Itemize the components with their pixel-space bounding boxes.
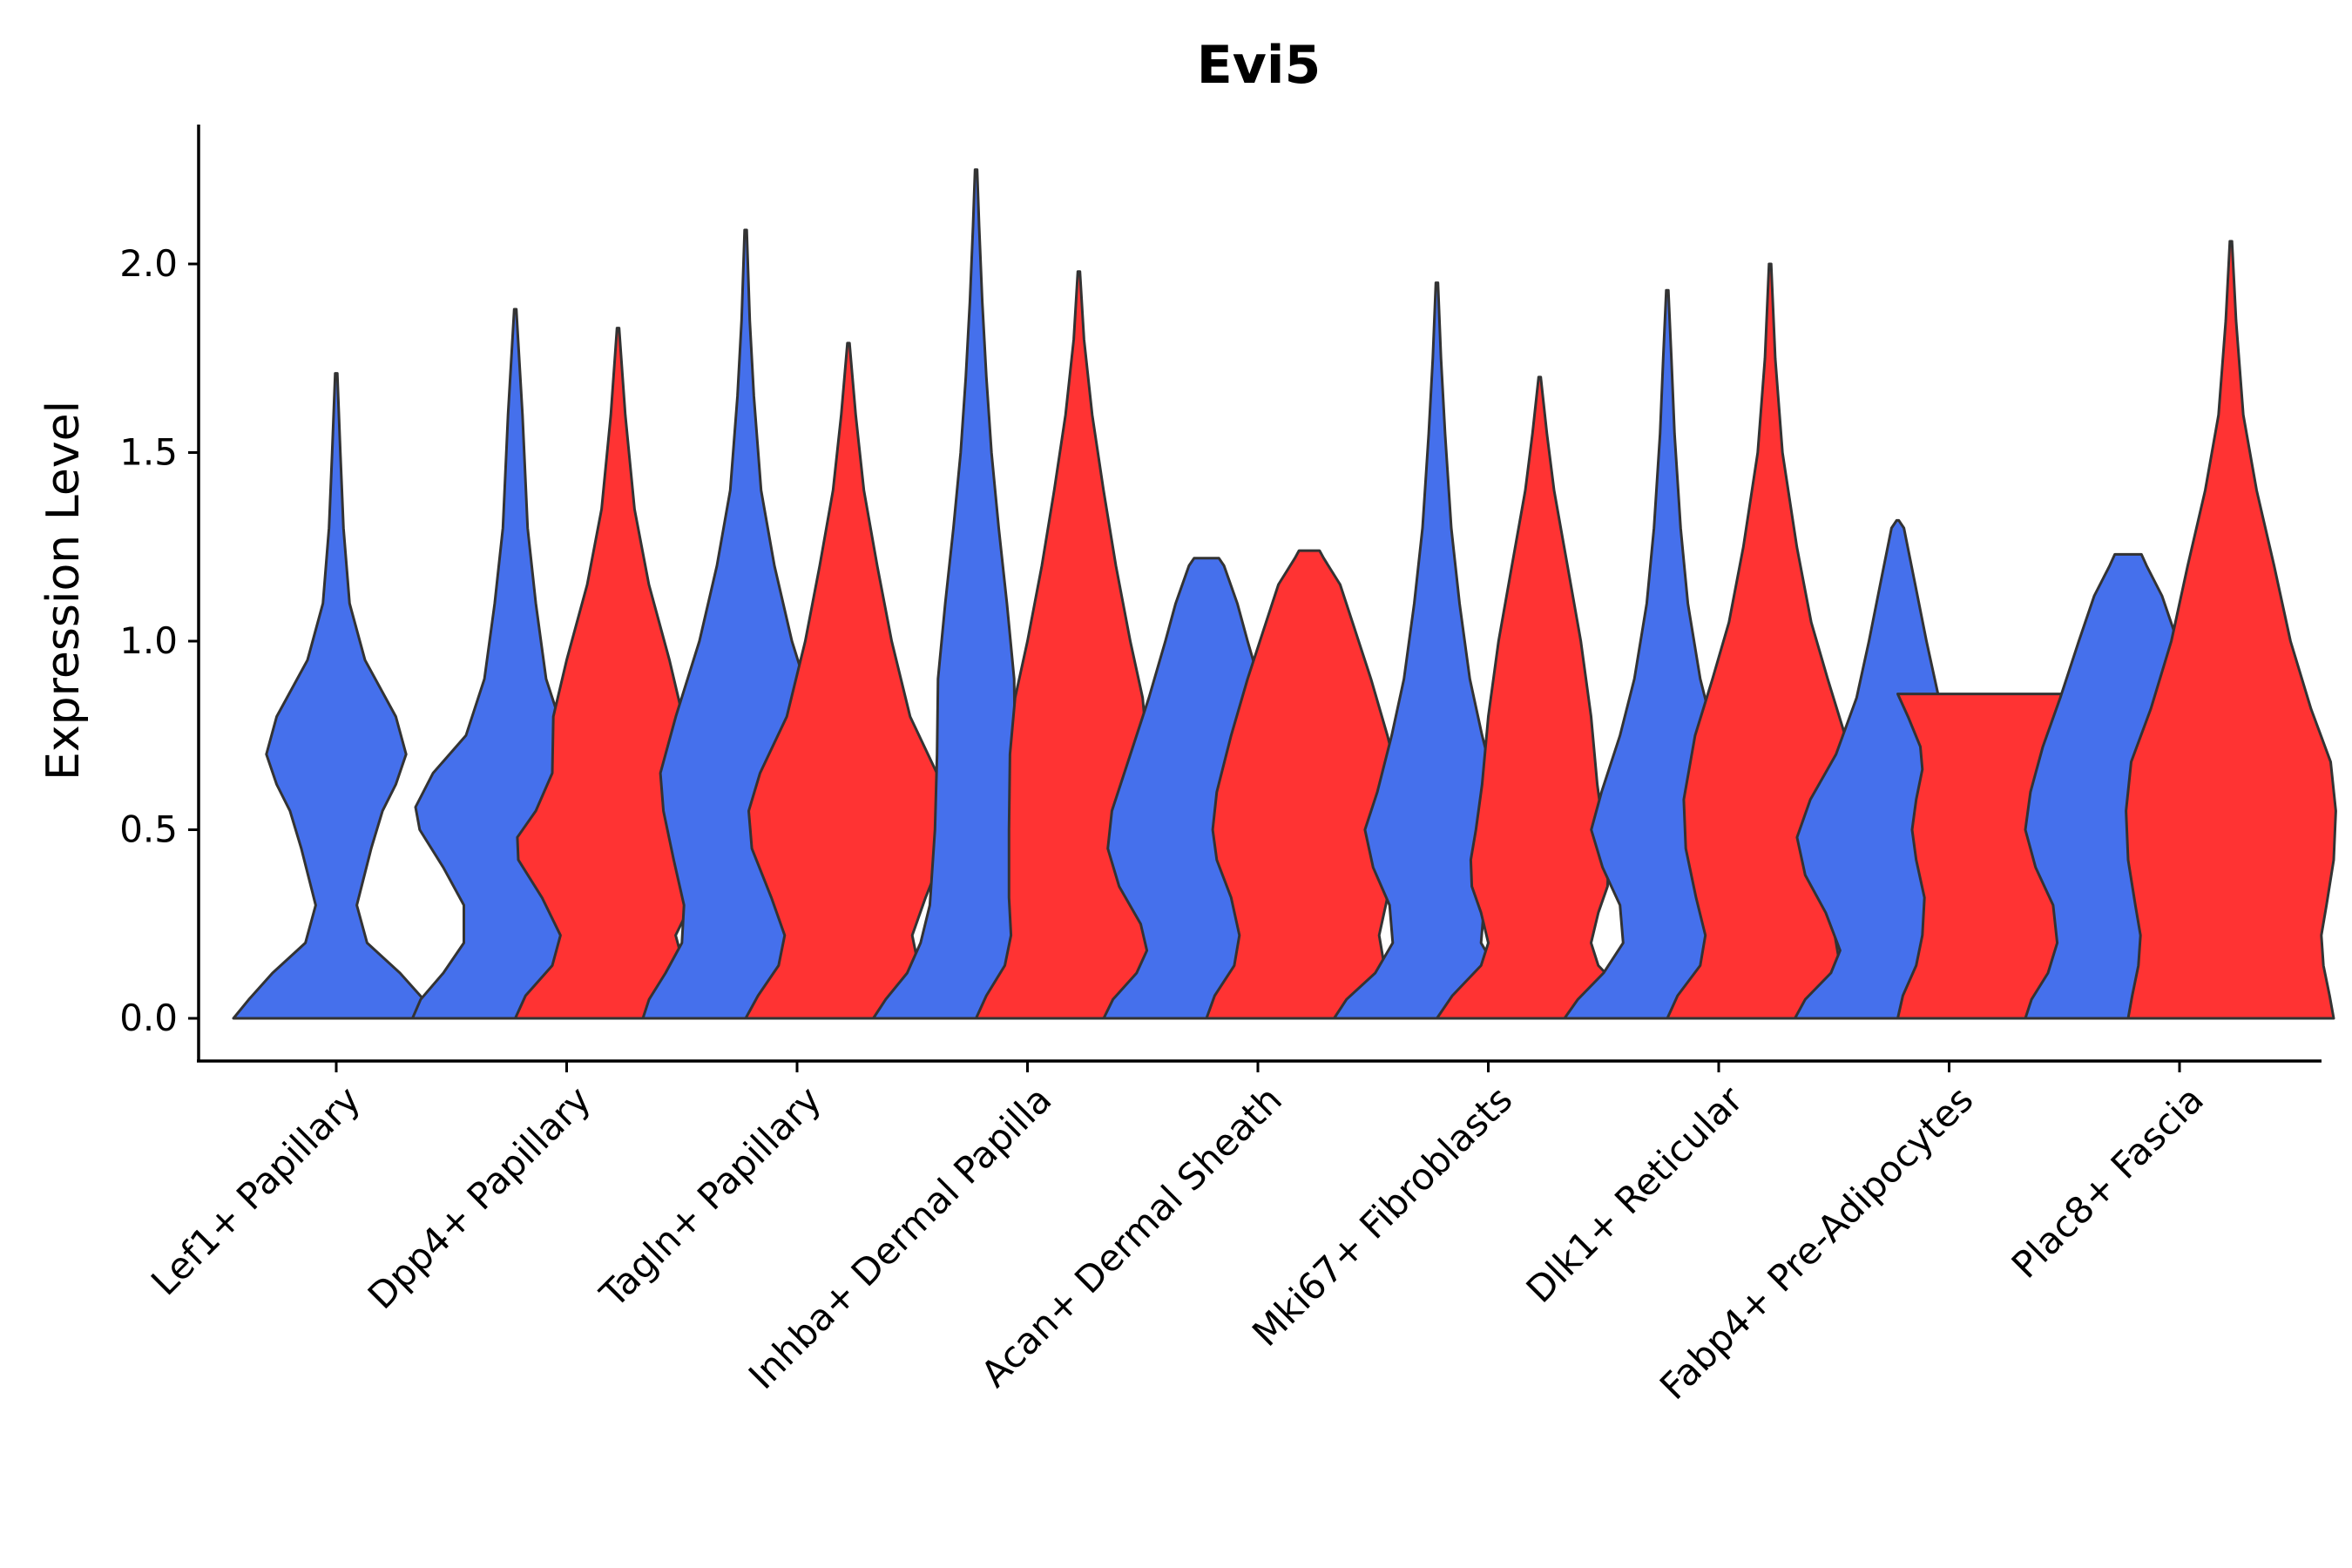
- x-tick-label-plac8-fascia: Plac8+ Fascia: [2004, 1078, 2212, 1286]
- y-tick-label: 1.5: [119, 431, 178, 474]
- y-axis-ticks: 0.0 0.5 1.0 1.5 2.0: [119, 242, 199, 1039]
- violin-plac8-fascia-group-2: [2125, 240, 2337, 1020]
- violin-lef1-papillary-group-1: [232, 372, 441, 1020]
- x-tick-label-tagln-papillary: Tagln+ Papillary: [591, 1078, 829, 1315]
- y-tick-label: 0.0: [119, 997, 178, 1039]
- chart-title: Evi5: [1197, 35, 1321, 96]
- y-axis-label: Expression Level: [37, 401, 90, 781]
- y-tick-label: 2.0: [119, 242, 178, 285]
- y-tick-label: 1.0: [119, 619, 178, 662]
- violin-acan-dermal-sheath-group-2: [1205, 549, 1414, 1020]
- violins-layer: [232, 168, 2337, 1020]
- violin-mki67-fibroblasts-group-2: [1436, 375, 1644, 1020]
- x-tick-label-dpp4-papillary: Dpp4+ Papillary: [360, 1078, 599, 1317]
- x-tick-label-dlk1-reticular: Dlk1+ Reticular: [1518, 1078, 1752, 1311]
- x-tick-label-mki67-fibroblasts: Mki67+ Fibroblasts: [1244, 1078, 1520, 1354]
- y-tick-label: 0.5: [119, 808, 178, 851]
- violin-tagln-papillary-group-2: [744, 341, 953, 1020]
- x-tick-label-lef1-papillary: Lef1+ Papillary: [143, 1078, 368, 1303]
